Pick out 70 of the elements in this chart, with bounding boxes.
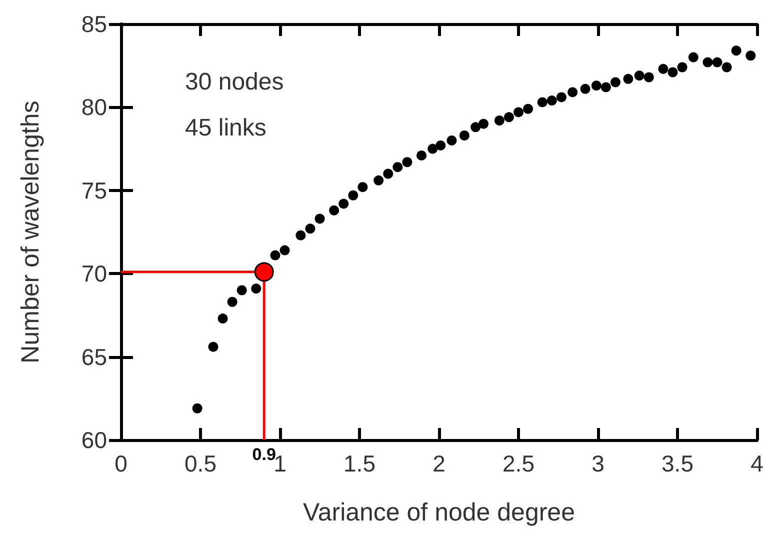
point xyxy=(470,122,481,132)
point xyxy=(644,72,654,82)
x-tick-label: 3.5 xyxy=(662,450,694,476)
annotation: 45 links xyxy=(185,114,266,142)
x-tick-label: 3 xyxy=(592,450,604,476)
point xyxy=(494,116,504,126)
point xyxy=(580,84,590,94)
point xyxy=(504,112,514,122)
x-tick-label: 2 xyxy=(432,450,446,476)
point xyxy=(568,87,578,98)
point xyxy=(591,80,602,91)
x-tick-label: 0 xyxy=(114,450,128,476)
point xyxy=(478,118,489,129)
point xyxy=(702,57,713,68)
point xyxy=(348,190,358,200)
x-tick-label: 2.5 xyxy=(502,450,534,476)
point xyxy=(546,96,557,106)
point xyxy=(428,144,438,154)
point xyxy=(254,262,274,282)
point xyxy=(358,182,368,192)
point xyxy=(537,97,548,108)
point xyxy=(192,403,202,414)
point xyxy=(436,140,446,150)
point xyxy=(688,52,698,62)
point xyxy=(305,224,316,234)
point xyxy=(227,296,238,307)
x-tick-label: 4 xyxy=(750,450,764,476)
y-tick-label: 65 xyxy=(81,344,107,370)
point xyxy=(251,284,262,294)
point xyxy=(634,70,644,81)
point xyxy=(668,67,678,78)
point xyxy=(280,245,290,256)
point xyxy=(746,50,756,61)
x-axis-title: Variance of node degree xyxy=(303,498,575,526)
y-tick-label: 80 xyxy=(81,94,107,120)
point xyxy=(712,57,722,68)
point xyxy=(523,104,534,114)
point xyxy=(514,107,524,118)
y-tick-label: 85 xyxy=(81,11,107,37)
annotation: 30 nodes xyxy=(185,68,284,96)
y-tick-label: 70 xyxy=(81,260,107,287)
point xyxy=(270,250,280,260)
point xyxy=(383,168,394,179)
y-tick-label: 75 xyxy=(81,177,107,204)
point xyxy=(296,230,306,240)
point xyxy=(600,82,611,92)
point xyxy=(402,157,412,168)
point xyxy=(446,135,457,146)
x-tick-label: 0.5 xyxy=(184,450,216,476)
x-tick-label: 1.5 xyxy=(344,450,376,476)
point xyxy=(459,130,470,140)
point xyxy=(556,92,566,102)
point xyxy=(329,205,340,216)
point xyxy=(731,46,742,56)
y-axis-title: Number of wavelengths xyxy=(16,100,44,364)
point xyxy=(416,150,427,160)
point xyxy=(218,314,228,324)
point xyxy=(338,198,349,209)
point xyxy=(208,342,218,352)
point xyxy=(623,74,634,84)
point xyxy=(677,62,688,72)
point xyxy=(236,285,247,296)
point xyxy=(722,62,732,72)
point xyxy=(374,175,384,186)
point xyxy=(610,77,620,88)
point xyxy=(314,214,325,224)
point xyxy=(658,64,668,74)
y-tick-label: 60 xyxy=(81,427,107,453)
point xyxy=(392,162,403,172)
annotation: 0.9 xyxy=(252,445,276,464)
